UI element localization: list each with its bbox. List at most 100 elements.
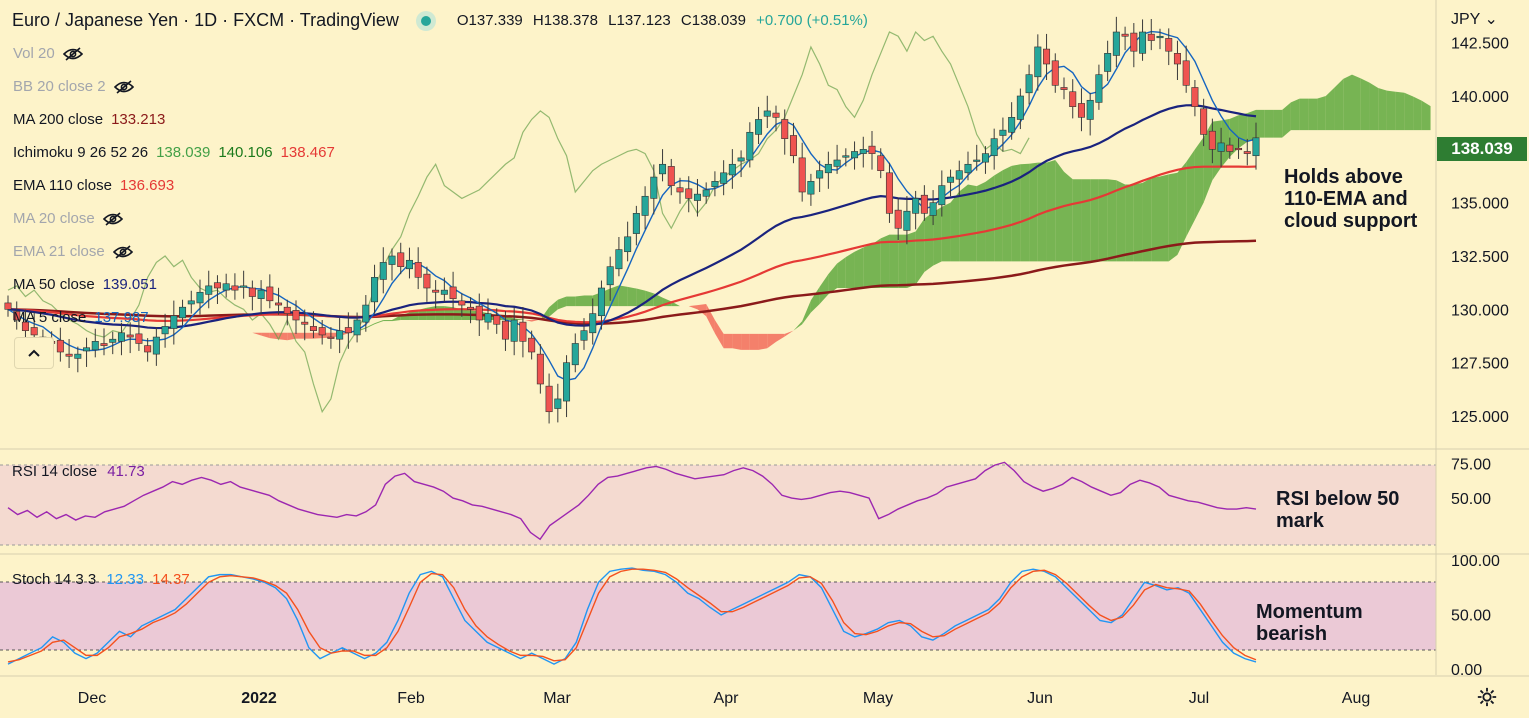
candle xyxy=(597,287,605,317)
candle xyxy=(859,149,867,154)
ichimoku-cloud-segment xyxy=(776,333,785,342)
candle xyxy=(894,209,902,229)
ichimoku-cloud-segment xyxy=(1107,179,1117,262)
candle xyxy=(423,273,431,289)
candle xyxy=(1156,35,1164,39)
candle xyxy=(702,189,710,197)
candle xyxy=(1191,87,1199,107)
price-axis-tick: 125.000 xyxy=(1451,409,1509,426)
candle xyxy=(1147,33,1155,41)
ichimoku-cloud-segment xyxy=(531,319,541,322)
ichimoku-cloud-segment xyxy=(1133,182,1143,262)
ichimoku-cloud-segment xyxy=(365,323,375,329)
candle xyxy=(755,119,763,135)
ma5-line xyxy=(7,30,1257,381)
ichimoku-cloud-segment xyxy=(1055,160,1064,262)
candle xyxy=(83,347,91,352)
ma200-line xyxy=(7,239,1257,325)
candle xyxy=(475,305,483,321)
ichimoku-cloud-segment xyxy=(1352,74,1361,131)
ichimoku-cloud-segment xyxy=(854,247,864,288)
ichimoku-cloud-segment xyxy=(819,274,829,304)
candle xyxy=(955,170,963,180)
time-axis-tick: Apr xyxy=(714,690,740,707)
ichimoku-cloud-segment xyxy=(1299,98,1309,131)
candle xyxy=(144,345,152,353)
chevron-up-icon xyxy=(28,349,40,357)
candle xyxy=(1008,117,1016,133)
ichimoku-cloud-segment xyxy=(1142,178,1152,262)
candle xyxy=(720,172,728,184)
ichimoku-cloud-segment xyxy=(941,202,951,262)
ichimoku-cloud-segment xyxy=(671,301,680,307)
candle xyxy=(405,259,413,270)
candle xyxy=(545,385,553,413)
ichimoku-cloud-segment xyxy=(950,191,960,262)
ichimoku-cloud-segment xyxy=(426,306,436,320)
candle xyxy=(1077,103,1085,118)
candle xyxy=(877,155,885,171)
ichimoku-cloud-segment xyxy=(549,299,558,317)
candle xyxy=(807,181,815,195)
rsi-legend-value: 41.73 xyxy=(107,463,145,480)
candle xyxy=(309,326,317,331)
candle xyxy=(1165,38,1173,52)
stoch-axis-tick: 50.00 xyxy=(1451,607,1491,624)
candle xyxy=(1208,130,1216,150)
candle xyxy=(1217,142,1225,152)
ichimoku-cloud-segment xyxy=(741,333,750,350)
ichimoku-cloud-segment xyxy=(1395,91,1405,131)
currency-selector[interactable]: JPY ⌄ xyxy=(1451,9,1498,29)
ichimoku-cloud-segment xyxy=(1369,82,1379,131)
ichimoku-cloud-segment xyxy=(1308,98,1318,131)
ichimoku-cloud-segment xyxy=(1186,149,1195,237)
candle xyxy=(388,255,396,265)
candle xyxy=(912,198,920,214)
candle xyxy=(606,266,614,286)
candle xyxy=(301,321,309,325)
ichimoku-cloud-segment xyxy=(636,288,646,307)
candle xyxy=(1235,147,1243,151)
ichimoku-cloud-segment xyxy=(1098,179,1108,262)
candle xyxy=(161,326,169,335)
ichimoku-cloud-segment xyxy=(767,333,776,349)
ichimoku-cloud-segment xyxy=(1317,96,1326,131)
candle xyxy=(1086,99,1094,120)
collapse-legend-button[interactable] xyxy=(14,337,54,369)
ichimoku-cloud-segment xyxy=(784,330,794,337)
ichimoku-lagging-line xyxy=(7,30,1030,414)
candle xyxy=(650,176,658,199)
ichimoku-cloud-segment xyxy=(1238,113,1248,149)
price-pane[interactable] xyxy=(0,0,1436,448)
annotation-rsi: RSI below 50 mark xyxy=(1276,488,1400,532)
stoch-legend-d: 14.37 xyxy=(152,571,190,588)
candle xyxy=(91,341,99,351)
annotation-price: Holds above 110-EMA and cloud support xyxy=(1284,166,1418,232)
ichimoku-cloud-segment xyxy=(837,257,846,288)
candle xyxy=(833,159,841,167)
price-axis-tick: 140.000 xyxy=(1451,89,1509,106)
stoch-legend[interactable]: Stoch 14 3 3 12.33 14.37 xyxy=(12,571,190,588)
ichimoku-cloud-segment xyxy=(383,320,392,322)
candle xyxy=(1139,31,1147,54)
ichimoku-cloud-segment xyxy=(627,286,637,307)
candle xyxy=(929,202,937,216)
rsi-legend[interactable]: RSI 14 close 41.73 xyxy=(12,463,145,480)
gear-icon[interactable] xyxy=(1476,686,1498,708)
candle xyxy=(74,353,82,359)
candle xyxy=(964,163,972,174)
ichimoku-cloud-segment xyxy=(880,234,890,288)
candle xyxy=(711,181,719,187)
ichimoku-cloud-segment xyxy=(566,296,576,307)
ichimoku-cloud-segment xyxy=(653,293,663,307)
candle xyxy=(1182,60,1190,86)
candle xyxy=(126,334,134,338)
ichimoku-cloud-segment xyxy=(889,234,899,288)
time-axis-tick: Jul xyxy=(1189,690,1209,707)
ichimoku-cloud-segment xyxy=(872,238,881,288)
candle xyxy=(248,287,256,297)
candle xyxy=(615,249,623,270)
candle xyxy=(1043,48,1051,65)
candle xyxy=(397,252,405,267)
